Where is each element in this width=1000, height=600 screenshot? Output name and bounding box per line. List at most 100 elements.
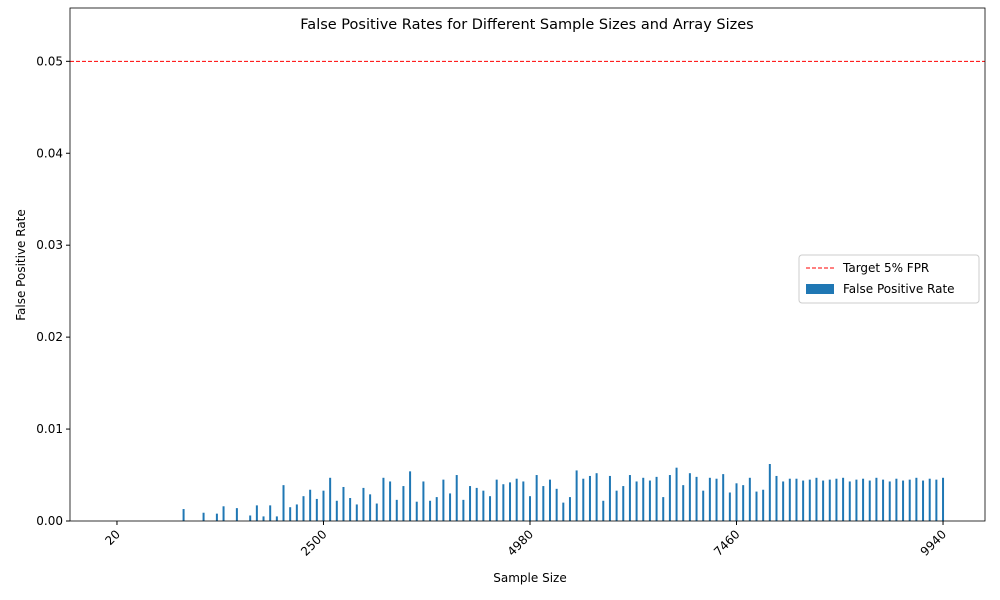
bar — [562, 502, 565, 521]
bar — [875, 477, 878, 521]
bar — [602, 500, 605, 521]
bar — [835, 478, 838, 521]
bar — [808, 479, 811, 521]
bar — [802, 480, 805, 521]
bar — [575, 470, 578, 521]
bar — [748, 477, 751, 521]
bar — [555, 488, 558, 521]
bar — [782, 481, 785, 521]
bar — [222, 506, 225, 521]
bar — [395, 499, 398, 521]
bar — [655, 476, 658, 521]
legend-label: False Positive Rate — [843, 282, 955, 296]
bar — [202, 512, 205, 521]
bar — [389, 481, 392, 521]
bar — [815, 477, 818, 521]
bar — [469, 486, 472, 521]
bar — [862, 478, 865, 521]
y-tick-label: 0.00 — [36, 514, 63, 528]
bar — [848, 481, 851, 521]
bar — [249, 515, 252, 521]
bar — [675, 467, 678, 521]
y-tick-label: 0.01 — [36, 422, 63, 436]
bar — [868, 480, 871, 521]
bar — [775, 475, 778, 521]
bar — [935, 479, 938, 521]
bar — [762, 489, 765, 521]
bar — [695, 476, 698, 521]
bar — [908, 479, 911, 521]
bar — [375, 503, 378, 521]
bar — [269, 505, 272, 521]
bar — [735, 483, 738, 521]
bar — [235, 508, 238, 521]
bar — [688, 473, 691, 521]
bar — [528, 496, 531, 521]
bar — [842, 477, 845, 521]
bar — [182, 509, 185, 521]
bar — [482, 490, 485, 521]
bar — [355, 504, 358, 521]
bar — [262, 516, 265, 521]
bar — [942, 477, 945, 521]
bar — [928, 478, 931, 521]
bar — [522, 481, 525, 521]
x-tick-label: 9940 — [918, 527, 949, 558]
bar — [768, 464, 771, 521]
y-tick-label: 0.02 — [36, 330, 63, 344]
bar — [335, 500, 338, 521]
chart-title: False Positive Rates for Different Sampl… — [300, 17, 753, 33]
legend-box — [798, 254, 980, 304]
bar — [289, 507, 292, 521]
bar — [742, 485, 745, 521]
bar — [715, 478, 718, 521]
bar — [722, 474, 725, 521]
bar — [582, 478, 585, 521]
bar — [668, 475, 671, 521]
bar — [329, 477, 332, 521]
bar — [415, 501, 418, 521]
bar — [662, 497, 665, 521]
bar — [382, 477, 385, 521]
bar — [622, 486, 625, 521]
bar — [682, 485, 685, 521]
bar — [215, 513, 218, 521]
bar — [302, 496, 305, 521]
bar — [922, 480, 925, 521]
bar — [429, 500, 432, 521]
bar — [409, 471, 412, 521]
bar — [369, 494, 372, 521]
bar — [728, 492, 731, 521]
bar — [442, 479, 445, 521]
bar — [828, 479, 831, 521]
bar — [895, 478, 898, 521]
bar — [608, 475, 611, 521]
bar — [822, 480, 825, 521]
bar — [568, 497, 571, 521]
bar — [342, 486, 345, 521]
bar — [422, 481, 425, 521]
bar — [435, 497, 438, 521]
bar — [595, 473, 598, 521]
x-tick-label: 4980 — [505, 527, 536, 558]
bar — [362, 487, 365, 521]
bar — [795, 478, 798, 521]
bar — [295, 504, 298, 521]
bar — [642, 477, 645, 521]
bar — [509, 482, 512, 521]
bar — [455, 475, 458, 521]
bar — [915, 477, 918, 521]
y-axis-label: False Positive Rate — [14, 209, 28, 321]
bar — [255, 505, 258, 521]
bar — [322, 490, 325, 521]
bar — [489, 496, 492, 521]
bar — [502, 484, 505, 521]
x-tick-label: 2500 — [298, 527, 329, 558]
bar — [628, 475, 631, 521]
y-tick-label: 0.04 — [36, 146, 63, 160]
bar — [588, 475, 591, 521]
x-tick-label: 20 — [102, 527, 123, 548]
bar — [462, 499, 465, 521]
x-axis-label: Sample Size — [493, 571, 566, 585]
bar — [315, 498, 318, 521]
